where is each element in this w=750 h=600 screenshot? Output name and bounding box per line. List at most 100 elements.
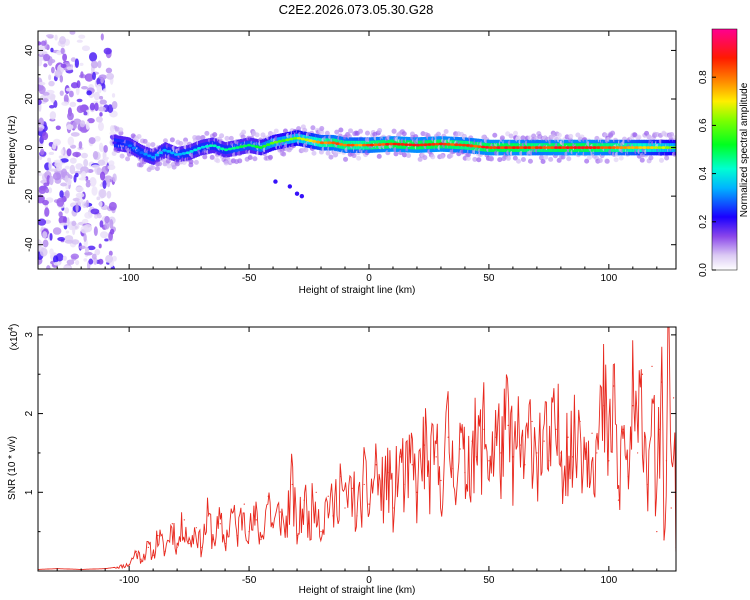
ridge-halo [648, 155, 654, 161]
ridge-core [626, 146, 632, 149]
noise-blob [98, 74, 107, 80]
noise-blob [42, 199, 49, 206]
ridge-halo [273, 128, 279, 134]
noise-blob [61, 168, 68, 179]
noise-blob [83, 224, 93, 233]
ridge-halo [325, 150, 331, 156]
snr-point [368, 503, 370, 505]
noise-blob [74, 172, 79, 178]
ridge-core [427, 143, 432, 146]
noise-region [38, 31, 119, 269]
noise-blob [81, 218, 89, 224]
noise-blob [70, 132, 80, 137]
noise-blob [52, 138, 61, 146]
ridge-halo [136, 134, 142, 140]
noise-blob [102, 180, 107, 189]
ridge-core [173, 153, 179, 156]
noise-blob [95, 116, 103, 123]
noise-blob [106, 190, 112, 199]
noise-blob [49, 232, 53, 241]
noise-blob [81, 85, 89, 90]
snr-point [195, 527, 197, 529]
snr-point [363, 483, 365, 486]
noise-blob [79, 120, 86, 128]
ridge-core [642, 146, 647, 149]
snr-point [387, 472, 389, 474]
x-tick-label: 0 [366, 575, 372, 586]
y-tick-label: -40 [24, 237, 35, 252]
snr-point [673, 397, 675, 399]
ridge-core [315, 140, 321, 144]
noise-blob [84, 246, 90, 253]
ridge-halo [393, 151, 399, 157]
ridge-core [269, 141, 275, 145]
noise-blob [97, 159, 106, 166]
noise-blob [38, 81, 46, 86]
ridge-halo [639, 157, 645, 163]
ridge-core [312, 139, 317, 143]
noise-blob [98, 243, 102, 249]
snr-point [641, 373, 644, 375]
ridge-halo [512, 130, 518, 136]
snr-point [128, 564, 130, 566]
noise-blob [92, 150, 99, 160]
noise-blob [58, 155, 63, 159]
ridge-halo [597, 157, 603, 163]
ridge-core [515, 146, 520, 149]
noise-blob [53, 261, 60, 266]
ridge-halo [343, 156, 349, 162]
snr-point [157, 534, 159, 537]
ridge-core [599, 146, 605, 149]
noise-blob [109, 125, 115, 133]
ridge-halo [659, 157, 665, 163]
ridge-core [500, 146, 505, 149]
ridge-halo [228, 135, 234, 141]
ridge-halo [302, 127, 308, 133]
ridge-halo [586, 154, 592, 160]
noise-blob [78, 34, 86, 39]
snr-point [584, 448, 586, 450]
snr-point [188, 542, 190, 545]
noise-blob [81, 171, 87, 180]
ridge-core [408, 143, 413, 147]
snr-panel: -100 -50 0 50 100 1 2 3 Height of straight line… [7, 324, 677, 596]
ridge-core [611, 146, 616, 149]
noise-blob [61, 101, 69, 106]
ridge-halo [669, 131, 675, 137]
snr-point [411, 464, 413, 466]
ridge-core [546, 146, 551, 149]
noise-blob [48, 74, 52, 81]
snr-multiplier: (x104) [8, 324, 20, 351]
x-tick-label: 100 [600, 575, 617, 586]
snr-point [572, 456, 574, 458]
ridge-core [196, 146, 202, 150]
snr-point [243, 503, 245, 505]
colorbar-gradient [711, 28, 738, 271]
ridge-halo [166, 163, 172, 169]
chart-title: C2E2.2026.073.05.30.G28 [279, 2, 434, 17]
ridge-halo [188, 162, 194, 168]
snr-point [464, 472, 466, 474]
ridge-core [127, 144, 133, 148]
noise-blob [85, 181, 91, 188]
snr-point [560, 452, 562, 454]
ridge-core [124, 143, 129, 147]
ridge-halo [311, 150, 317, 156]
ridge-halo [520, 157, 526, 163]
snr-point [483, 428, 485, 430]
ridge-mid [154, 151, 157, 161]
noise-blob [94, 102, 99, 112]
noise-blob [64, 235, 74, 242]
ridge-core [143, 152, 148, 156]
ridge-core [354, 143, 359, 147]
ridge-core [304, 138, 309, 142]
ridge-halo [499, 135, 505, 141]
snr-point [140, 558, 142, 560]
ridge-core [112, 141, 117, 145]
snr-point [207, 515, 209, 517]
noise-blob [106, 72, 115, 80]
noise-blob [75, 152, 79, 158]
noise-blob [42, 91, 50, 96]
ridge-core [162, 148, 167, 152]
y-tick-label: 1 [24, 489, 35, 495]
